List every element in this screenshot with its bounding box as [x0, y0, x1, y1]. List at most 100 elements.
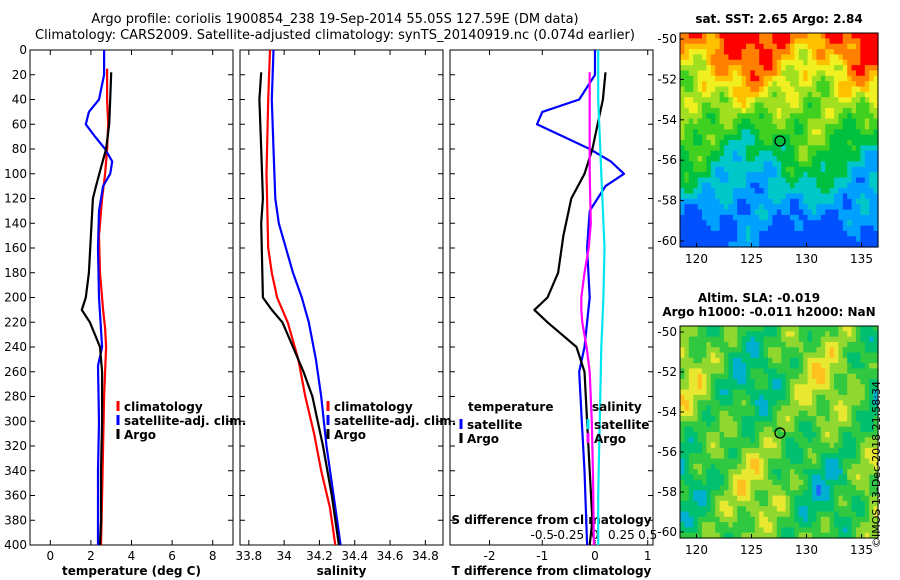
map-cell	[842, 326, 848, 332]
map-cell	[790, 500, 795, 507]
map-cell	[724, 140, 729, 146]
map-cell	[768, 485, 773, 491]
map-cell	[680, 490, 685, 497]
map-cell	[737, 172, 743, 179]
map-cell	[741, 49, 747, 55]
map-cell	[684, 188, 690, 195]
map-cell	[798, 421, 804, 428]
map-cell	[776, 166, 782, 173]
map-cell	[851, 54, 857, 61]
map-cell	[864, 363, 870, 369]
map-cell	[825, 416, 831, 422]
map-cell	[785, 347, 791, 354]
map-cell	[759, 172, 765, 179]
map-cell	[790, 421, 795, 428]
map-cell	[693, 347, 699, 354]
map-cell	[873, 384, 879, 391]
map-cell	[842, 214, 848, 221]
map-cell	[794, 500, 800, 507]
map-cell	[741, 134, 747, 141]
map-cell	[838, 102, 844, 109]
lat-tick-label: -50	[657, 325, 677, 339]
map-cell	[856, 193, 861, 200]
map-cell	[834, 394, 839, 401]
map-cell	[724, 150, 729, 157]
map-cell	[798, 357, 804, 364]
map-cell	[768, 511, 773, 518]
map-cell	[772, 172, 778, 179]
map-cell	[851, 193, 857, 200]
map-cell	[702, 479, 707, 486]
map-cell	[750, 352, 756, 359]
map-cell	[750, 123, 756, 130]
map-cell	[737, 188, 743, 195]
map-cell	[873, 75, 879, 82]
map-cell	[697, 453, 703, 460]
map-cell	[834, 527, 839, 534]
map-cell	[798, 416, 804, 422]
map-cell	[732, 113, 738, 120]
map-cell	[706, 400, 712, 407]
map-cell	[706, 357, 712, 364]
map-cell	[820, 479, 826, 486]
map-cell	[772, 341, 778, 348]
map-cell	[732, 469, 738, 475]
map-cell	[776, 363, 782, 369]
map-cell	[851, 97, 857, 104]
map-cell	[715, 511, 721, 518]
map-cell	[781, 326, 787, 332]
map-cell	[763, 81, 769, 88]
map-cell	[785, 326, 791, 332]
map-cell	[820, 225, 826, 232]
map-cell	[772, 373, 778, 380]
map-cell	[702, 172, 707, 179]
map-cell	[754, 336, 760, 343]
map-cell	[732, 166, 738, 173]
map-cell	[812, 107, 817, 114]
map-cell	[864, 373, 870, 380]
map-cell	[710, 384, 716, 391]
map-cell	[860, 220, 866, 227]
map-cell	[737, 469, 743, 475]
map-cell	[838, 129, 844, 136]
map-cell	[688, 474, 694, 481]
map-cell	[719, 204, 725, 211]
map-cell	[869, 506, 875, 513]
map-cell	[825, 75, 831, 82]
map-cell	[732, 368, 738, 375]
map-cell	[820, 236, 826, 243]
difference-series-t-satellite	[535, 50, 626, 546]
map-cell	[728, 182, 734, 189]
map-cell	[869, 75, 875, 82]
map-cell	[834, 166, 839, 173]
map-cell	[790, 43, 795, 50]
map-cell	[842, 38, 848, 45]
map-cell	[834, 495, 839, 502]
map-cell	[759, 236, 765, 243]
map-cell	[807, 43, 813, 50]
map-cell	[719, 188, 725, 195]
map-cell	[728, 474, 734, 481]
map-cell	[719, 65, 725, 72]
map-cell	[829, 347, 835, 354]
map-cell	[702, 49, 707, 55]
map-cell	[750, 469, 756, 475]
map-cell	[763, 113, 769, 120]
map-cell	[847, 490, 853, 497]
map-cell	[768, 59, 773, 66]
map-cell	[820, 209, 826, 216]
map-cell	[803, 373, 809, 380]
map-cell	[834, 485, 839, 491]
map-cell	[732, 129, 738, 136]
map-cell	[715, 225, 721, 232]
map-cell	[772, 485, 778, 491]
map-cell	[719, 49, 725, 55]
map-cell	[820, 363, 826, 369]
map-cell	[746, 453, 751, 460]
map-cell	[838, 326, 844, 332]
lat-tick-label: -60	[657, 525, 677, 539]
map-cell	[732, 389, 738, 396]
map-cell	[834, 469, 839, 475]
map-cell	[829, 400, 835, 407]
map-cell	[851, 161, 857, 168]
